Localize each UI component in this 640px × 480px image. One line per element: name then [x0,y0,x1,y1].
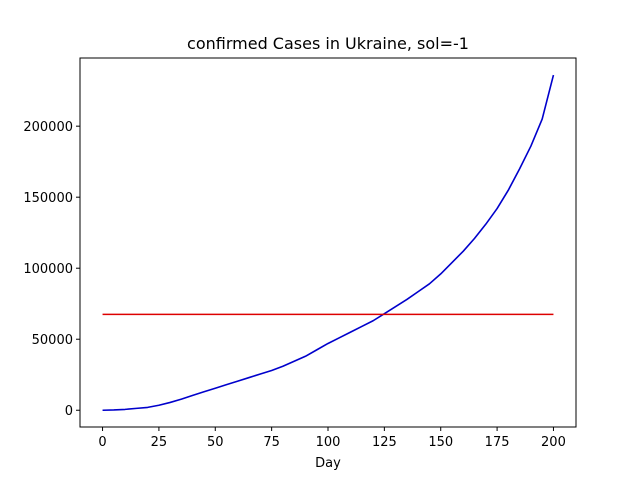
y-tick-label: 150000 [23,191,73,206]
x-tick-label: 0 [98,435,106,450]
x-tick-label: 25 [151,435,168,450]
y-axis: 0 50000 100000 150000 200000 [23,120,80,419]
x-axis: 0 25 50 75 100 125 150 175 200 [98,427,566,450]
y-tick-label: 0 [65,404,73,419]
y-tick-label: 100000 [23,262,73,277]
plot-area-frame [79,57,577,428]
x-tick-label: 175 [485,435,510,450]
x-tick-label: 125 [372,435,397,450]
chart-title: confirmed Cases in Ukraine, sol=-1 [187,34,469,53]
x-tick-label: 200 [541,435,566,450]
x-axis-label: Day [315,456,341,471]
y-tick-label: 50000 [32,333,73,348]
series-line-1 [102,74,555,412]
x-tick-label: 50 [207,435,224,450]
x-tick-label: 100 [316,435,341,450]
x-tick-label: 150 [428,435,453,450]
y-tick-label: 200000 [23,120,73,135]
series-layer [102,74,555,412]
x-tick-label: 75 [263,435,280,450]
